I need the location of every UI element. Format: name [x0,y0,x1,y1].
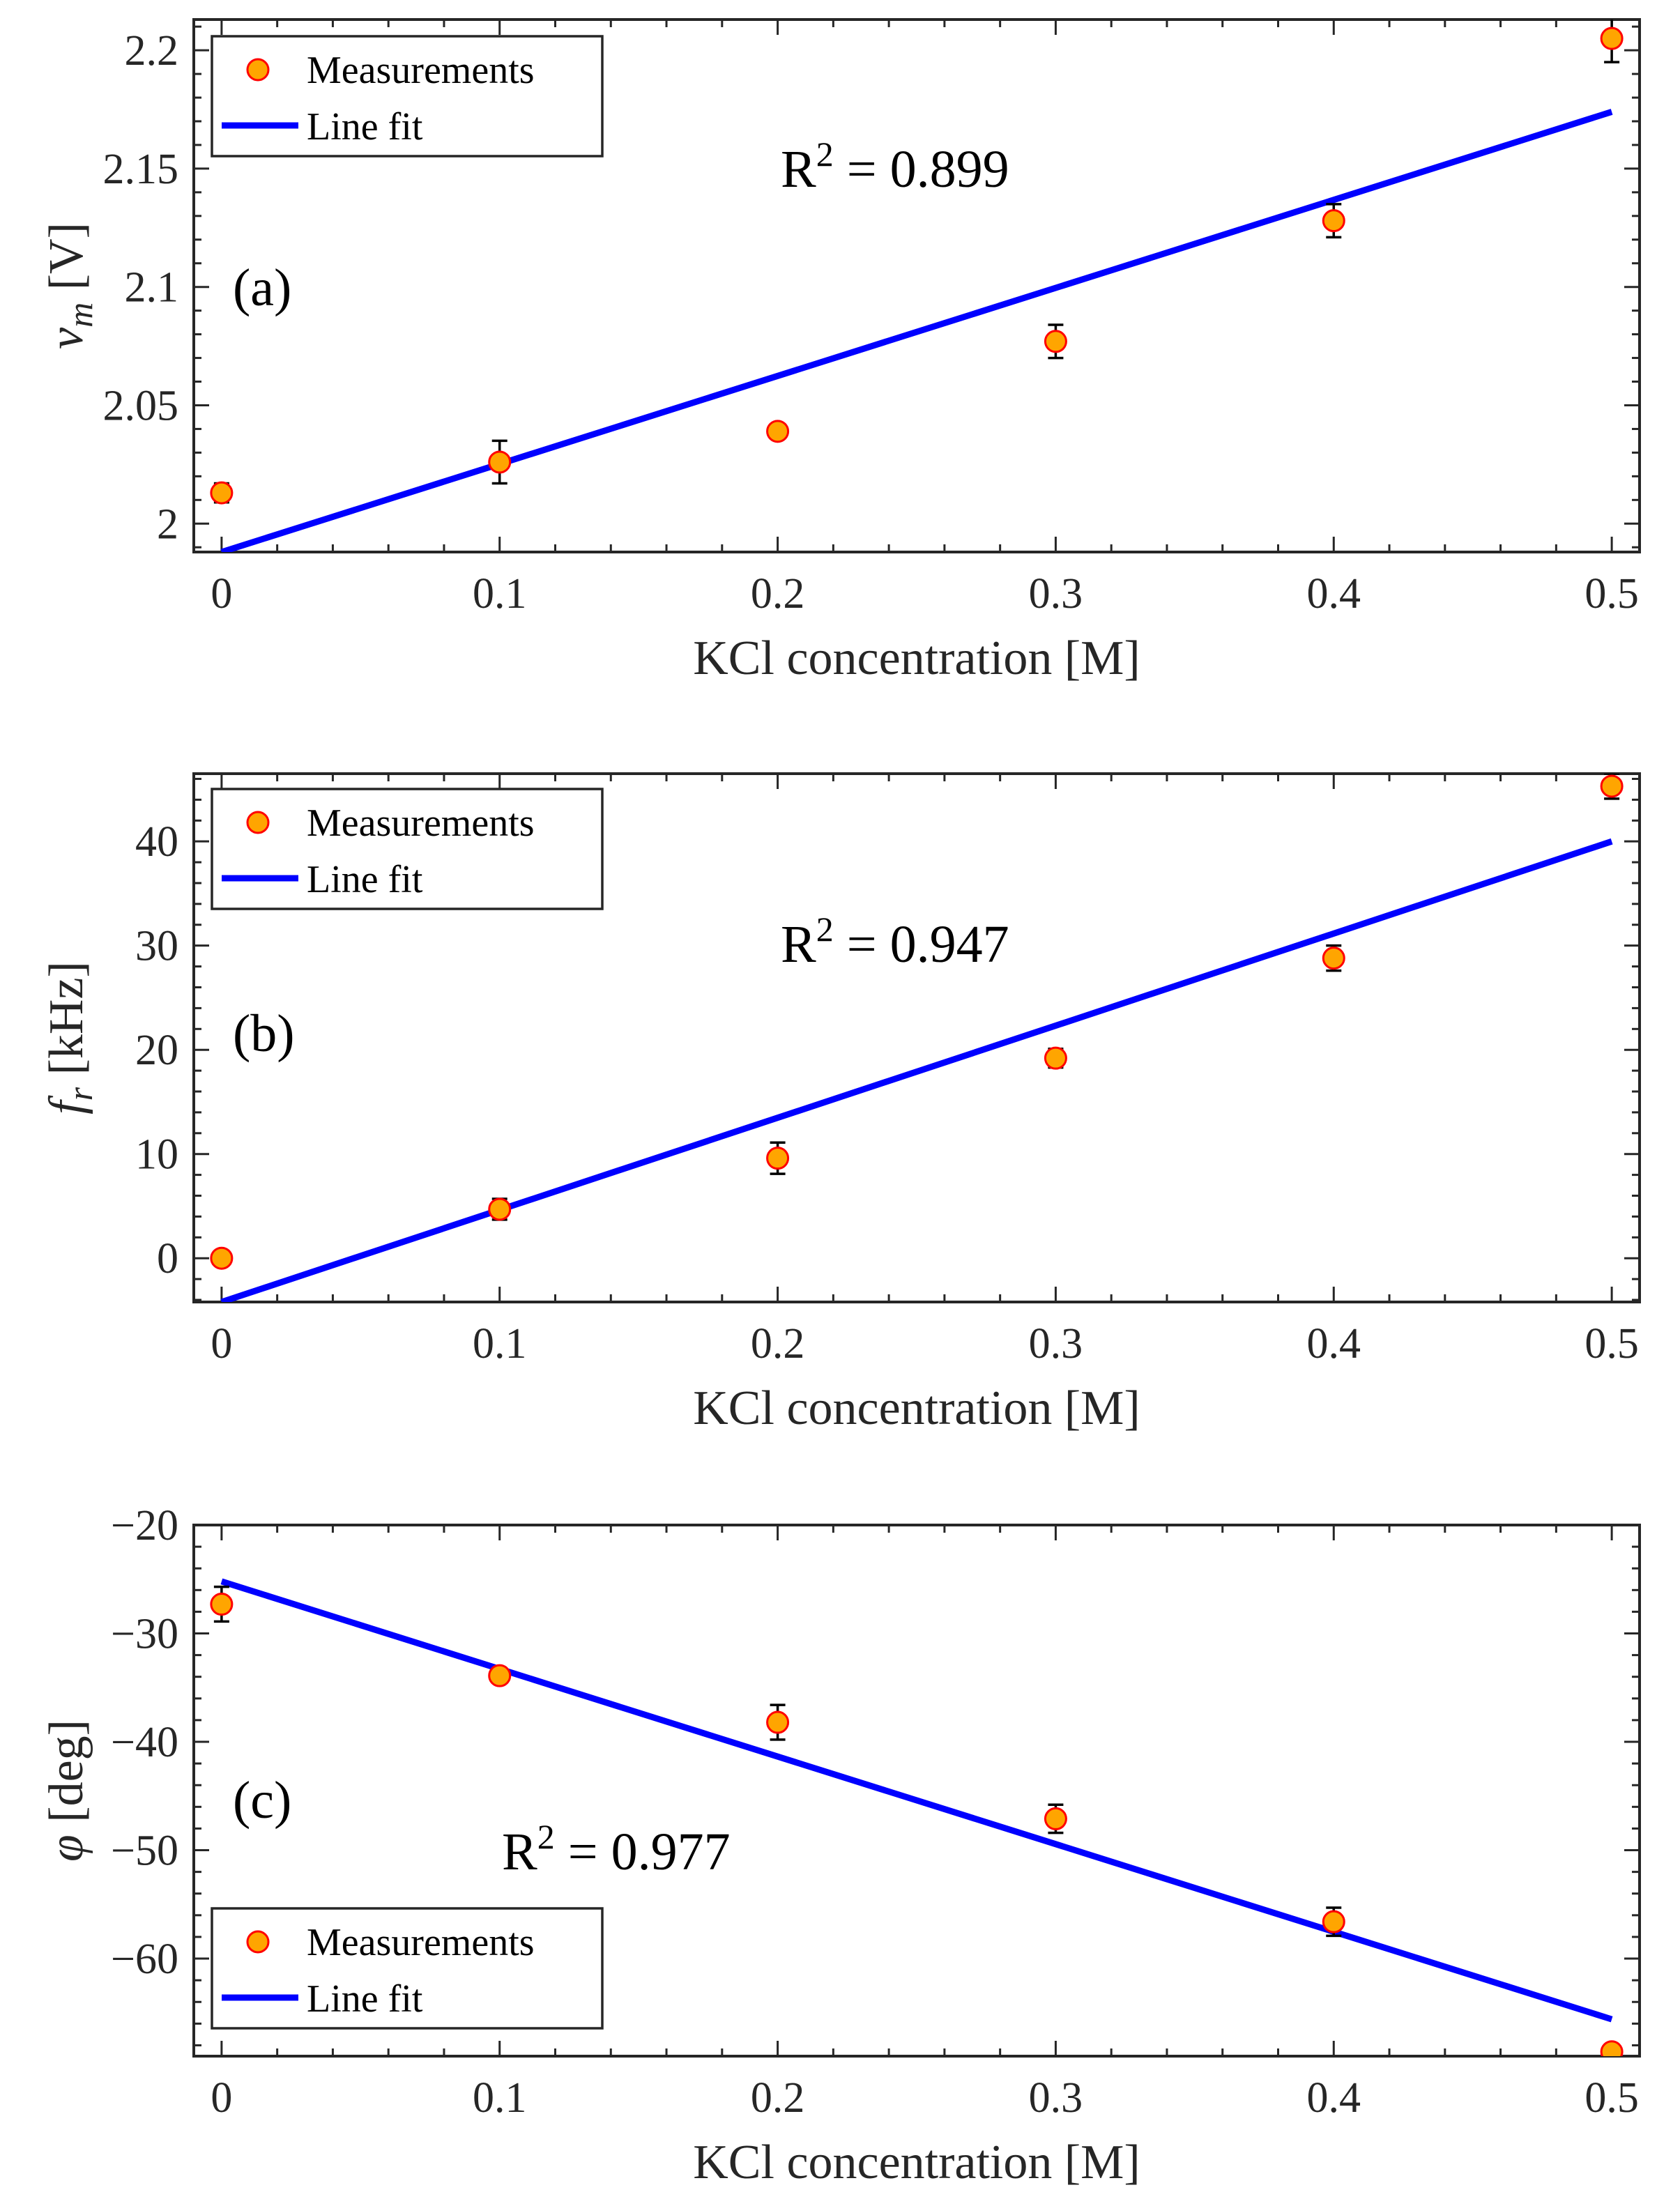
x-tick-label: 0.3 [1029,2074,1083,2122]
panel-label: (b) [233,1004,295,1063]
y-tick-label: 10 [135,1131,178,1179]
data-point [1044,1046,1067,1070]
y-tick-label: −30 [111,1611,178,1658]
x-tick-label: 0.4 [1307,570,1361,618]
panel-label: (a) [233,259,291,317]
y-tick-label: 20 [135,1027,178,1074]
y-tick-label: 30 [135,923,178,970]
data-point [766,1710,790,1734]
y-tick-label: 2.1 [125,264,179,312]
legend-marker-icon [246,811,270,834]
data-point [1044,330,1067,353]
r-squared-annotation: R2 = 0.899 [781,135,1009,199]
legend-label-line-fit: Line fit [307,1977,423,2021]
y-axis-title: fr [kHz] [40,961,100,1115]
y-axis-title: vm [V] [40,222,100,349]
data-point [1322,1910,1345,1933]
x-tick-label: 0.2 [751,570,805,618]
y-axis-title: φ [deg] [40,1719,93,1862]
y-tick-label: 0 [157,1235,178,1282]
x-tick-label: 0.4 [1307,1320,1361,1368]
x-axis-title: KCl concentration [M] [693,1381,1140,1435]
legend: Measurements Line fit [211,1907,604,2030]
x-tick-label: 0.1 [473,2074,527,2122]
data-point [210,1246,234,1270]
x-tick-label: 0.1 [473,1320,527,1368]
x-tick-label: 0.1 [473,570,527,618]
legend-label-line-fit: Line fit [307,858,423,901]
y-tick-label: 2.2 [125,27,179,75]
plot-frame [192,772,1641,1303]
r-squared-annotation: R2 = 0.977 [502,1817,731,1881]
x-tick-label: 0 [211,2074,232,2122]
y-tick-label: 40 [135,818,178,866]
x-axis-title: KCl concentration [M] [693,2136,1140,2189]
fit-line [220,1578,1613,2023]
y-tick-label: −20 [111,1502,178,1549]
legend-marker-icon [246,1930,270,1954]
y-tick-label: 2.05 [103,382,179,429]
data-point [1044,1807,1067,1830]
fit-line [220,109,1613,552]
x-tick-label: 0.2 [751,2074,805,2122]
data-point [1600,26,1624,50]
legend-label-measurements: Measurements [307,49,535,92]
data-point [766,420,790,443]
x-tick-label: 0.4 [1307,2074,1361,2122]
data-point [1600,774,1624,798]
legend-marker-icon [246,58,270,82]
x-tick-label: 0.3 [1029,1320,1083,1368]
legend-label-measurements: Measurements [307,1921,535,1964]
r-squared-annotation: R2 = 0.947 [781,910,1009,974]
y-tick-label: 2.15 [103,146,179,193]
data-point [488,450,512,474]
x-tick-label: 0.3 [1029,570,1083,618]
data-point [210,1593,234,1616]
y-tick-label: −60 [111,1936,178,1983]
data-point [488,1664,512,1687]
x-axis-title: KCl concentration [M] [693,631,1140,685]
panel-label: (c) [233,1771,291,1830]
fit-line [220,838,1613,1302]
data-point [766,1147,790,1170]
legend: Measurements Line fit [211,35,604,158]
y-tick-label: 2 [157,500,178,548]
legend-label-measurements: Measurements [307,802,535,845]
legend: Measurements Line fit [211,788,604,910]
x-tick-label: 0 [211,570,232,618]
y-tick-label: −50 [111,1828,178,1875]
legend-label-line-fit: Line fit [307,105,423,148]
panel-c: 0 0.1 0.2 0.3 0.4 0.5 −20 −30 −40 −50 −60 KCl conce… [40,1502,1641,2189]
data-point [1322,209,1345,233]
x-tick-label: 0.5 [1584,2074,1639,2122]
x-tick-label: 0.5 [1584,570,1639,618]
y-tick-label: −40 [111,1719,178,1766]
plot-frame [192,1524,1641,2058]
data-point [210,481,234,505]
panel-b: 0 0.1 0.2 0.3 0.4 0.5 0 10 20 30 40 KCl concentrati… [40,772,1641,1435]
panel-a: 0 0.1 0.2 0.3 0.4 0.5 2 2.05 2.1 2.15 2.2 KCl conce… [40,18,1641,685]
data-point [488,1197,512,1221]
x-tick-label: 0.5 [1584,1320,1639,1368]
plot-frame [192,18,1641,553]
data-point [1322,947,1345,970]
x-tick-label: 0 [211,1320,232,1368]
x-tick-label: 0.2 [751,1320,805,1368]
data-point [1600,2040,1624,2056]
